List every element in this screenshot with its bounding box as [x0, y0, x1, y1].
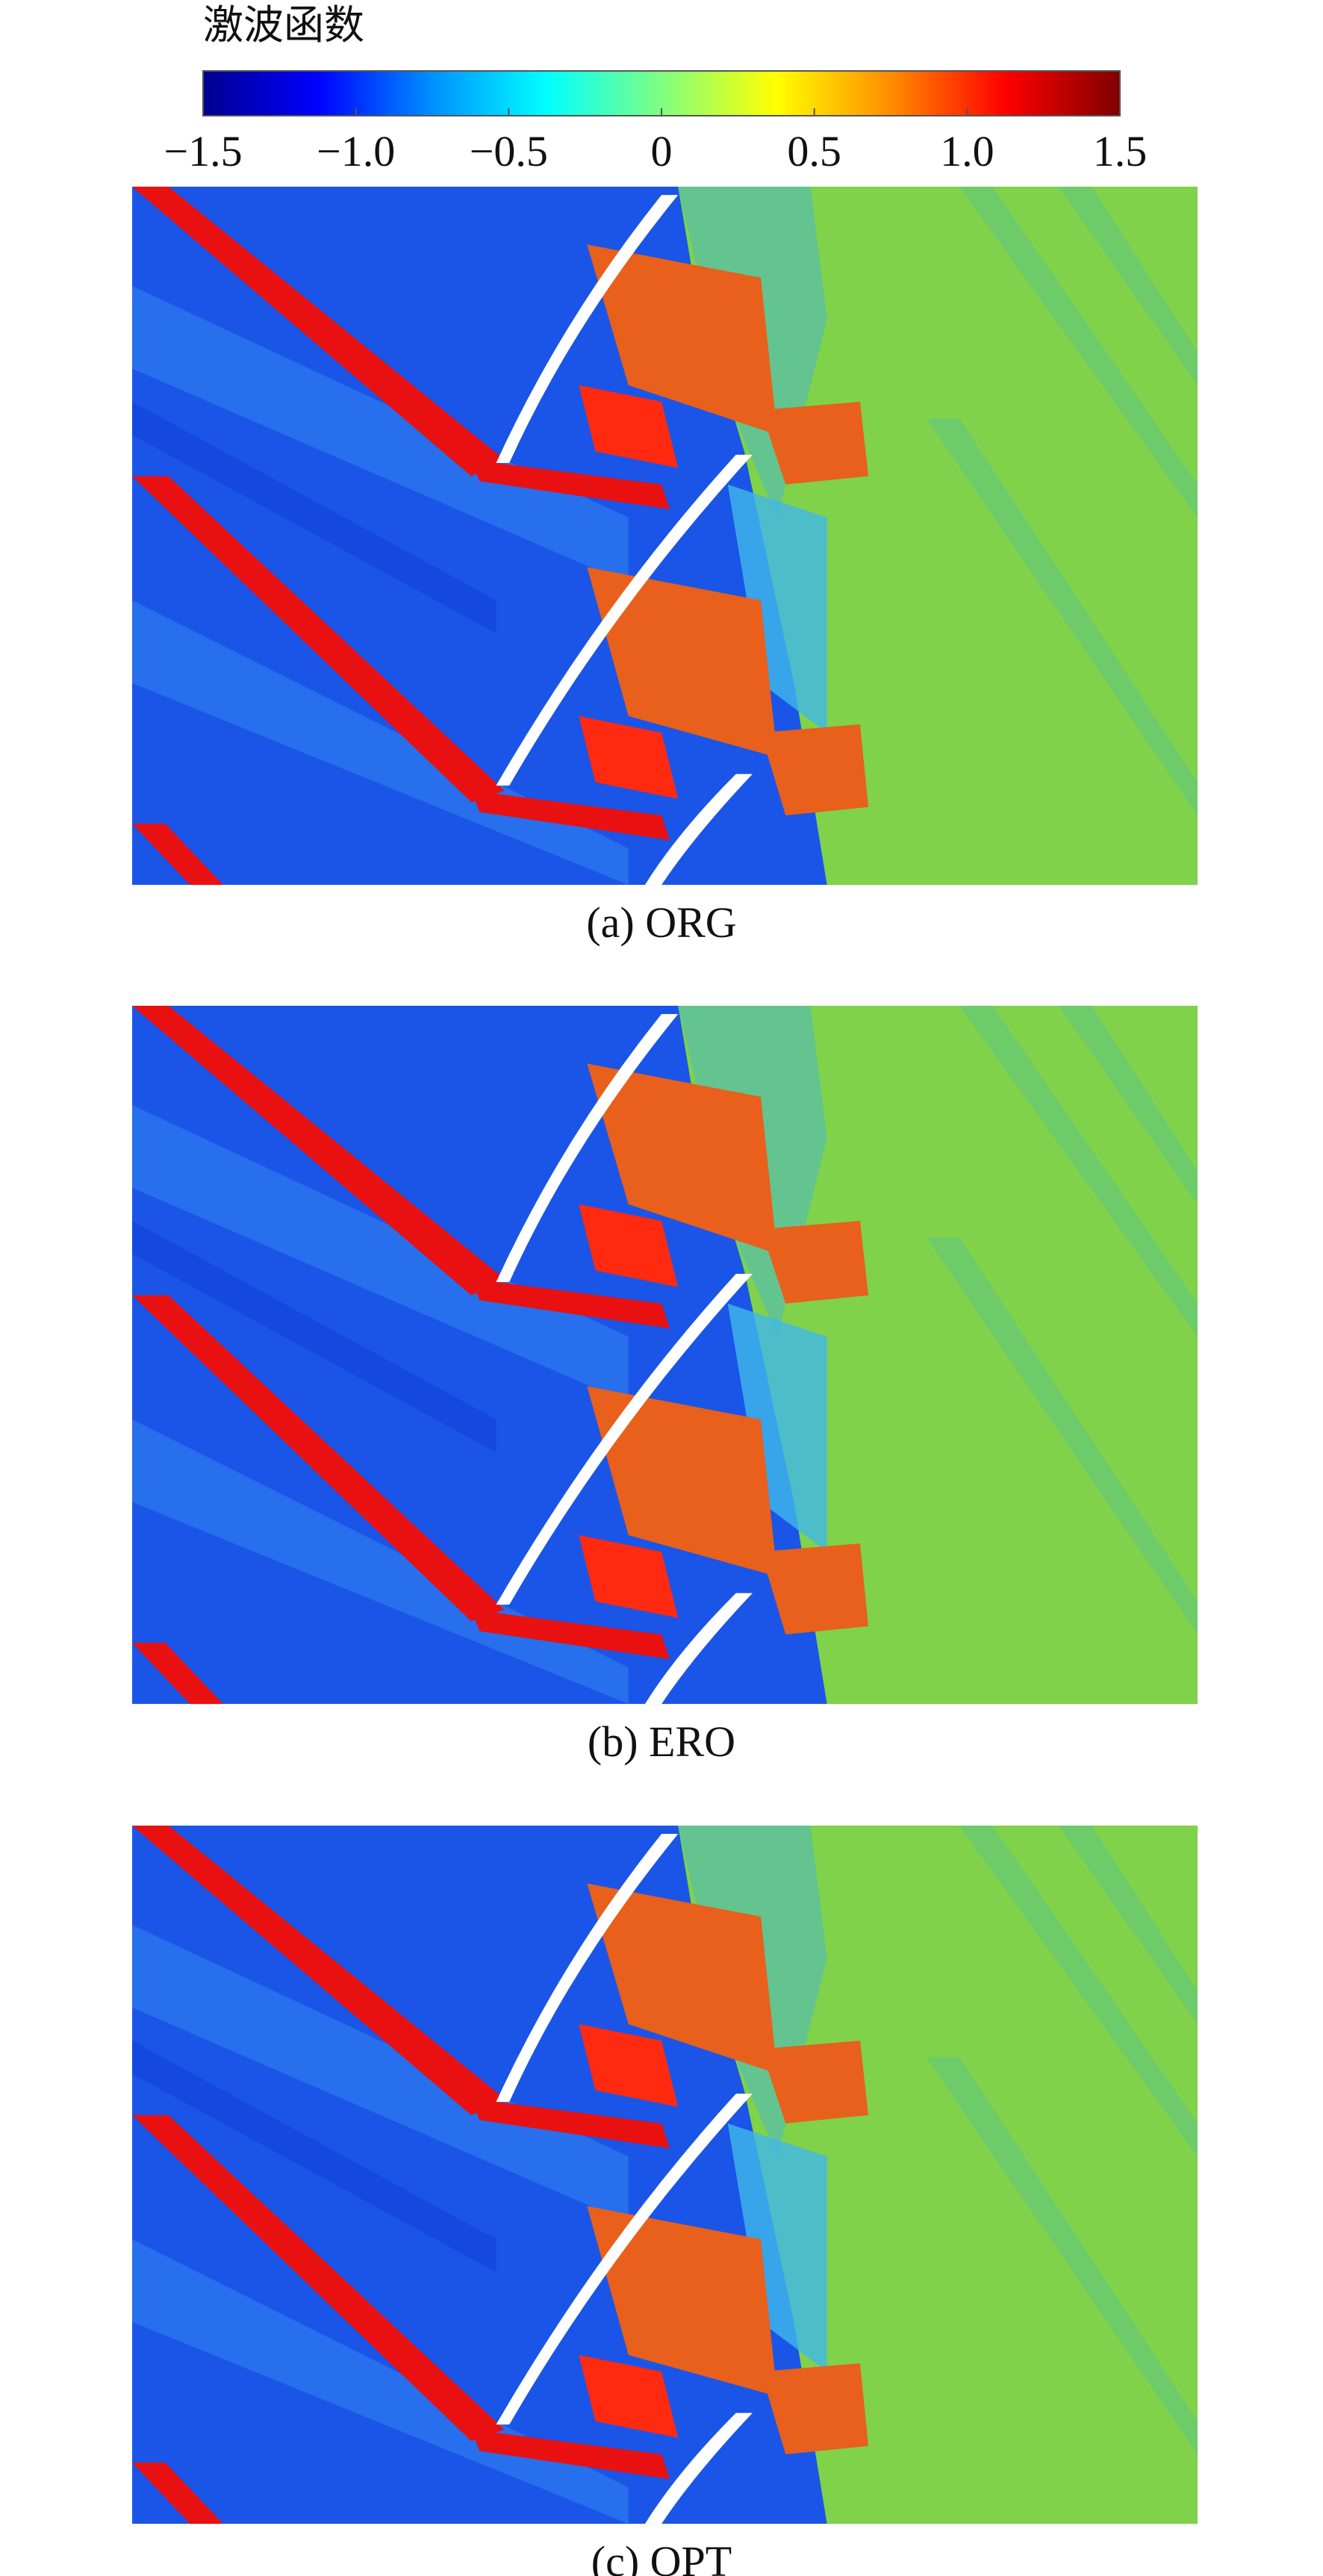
colorbar-tick-label: −1.5: [164, 127, 242, 175]
panels: (a) ORG (b) ERO (c) OPT: [132, 187, 1198, 2576]
colorbar-tick-label: 0: [651, 127, 673, 175]
colorbar-tick-label: 1.5: [1093, 127, 1148, 175]
flow-panel: [132, 187, 1198, 886]
panel-caption: (c) OPT: [591, 2537, 732, 2576]
colorbar-title: 激波函数: [203, 1, 364, 49]
panel-caption: (a) ORG: [586, 898, 736, 947]
colorbar-tick-label: 0.5: [787, 127, 841, 175]
colorbar-tick-label: 1.0: [940, 127, 994, 175]
flow-panel: [132, 1006, 1198, 1705]
flow-panel: [132, 1826, 1198, 2524]
colorbar-tick-label: −0.5: [470, 127, 548, 175]
panel-caption: (b) ERO: [588, 1717, 735, 1766]
colorbar-ticks: −1.5 −1.0 −0.5 0 0.5 1.0 1.5: [164, 108, 1147, 175]
colorbar-tick-label: −1.0: [317, 127, 395, 175]
